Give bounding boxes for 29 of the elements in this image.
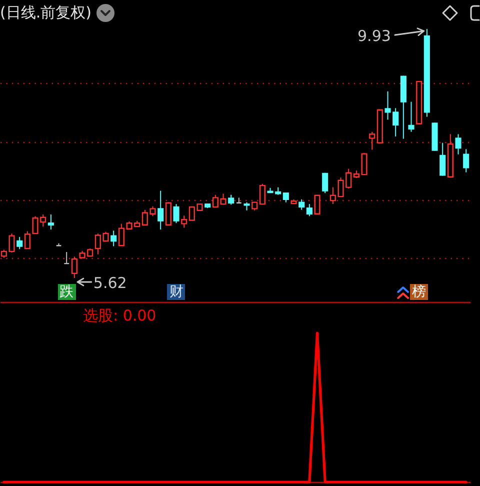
- candlestick: [314, 194, 320, 215]
- annotation: 9.93: [358, 27, 391, 45]
- candlestick: [455, 134, 462, 155]
- candlestick: [306, 204, 312, 217]
- badge: 财: [167, 284, 186, 300]
- candlestick: [110, 230, 117, 247]
- chart-title: (日线.前复权): [0, 4, 92, 22]
- chart-title: 选股: 0.00: [83, 306, 156, 325]
- candlestick: [322, 172, 328, 194]
- badge: 榜: [410, 284, 428, 300]
- candlestick: [48, 214, 54, 230]
- annotation: 5.62: [93, 274, 127, 292]
- candlestick: [158, 190, 164, 230]
- candlestick: [236, 197, 242, 204]
- candlestick: [463, 148, 470, 173]
- candlestick: [440, 142, 446, 176]
- candlestick: [71, 256, 78, 278]
- candlestick: [165, 202, 172, 226]
- candlestick: [16, 236, 23, 250]
- candlestick: [282, 192, 289, 203]
- candlestick: [228, 194, 234, 206]
- candlestick: [408, 101, 414, 132]
- candlestick: [181, 215, 188, 228]
- candlestick: [173, 204, 180, 224]
- candlestick: [369, 131, 376, 150]
- candlestick: [259, 183, 266, 205]
- badge: 跌: [58, 284, 76, 300]
- candlestick: [298, 198, 305, 210]
- candlestick: [64, 252, 70, 264]
